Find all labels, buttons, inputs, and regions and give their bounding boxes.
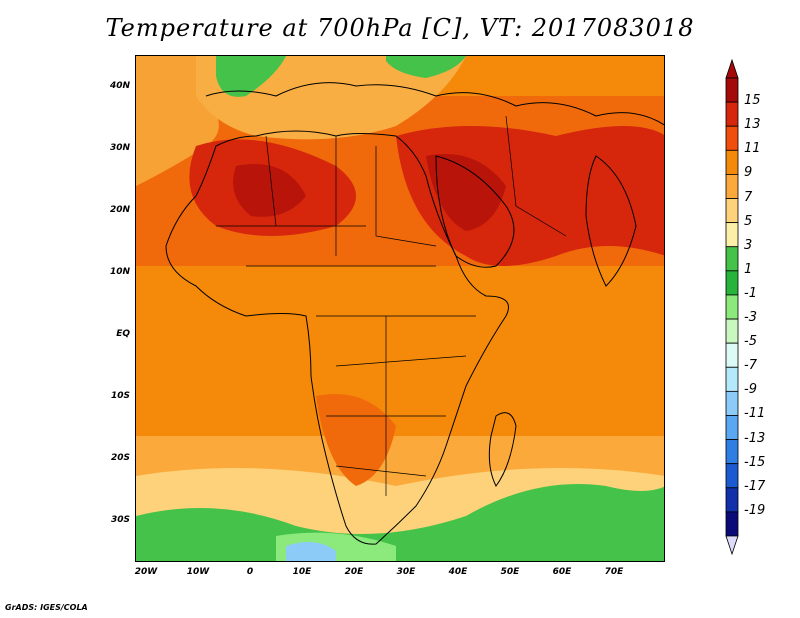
madagascar-coast xyxy=(488,412,517,487)
lon-label-0: 0 xyxy=(246,567,254,577)
colorbar-label: 15 xyxy=(744,93,761,109)
colorbar-label: -13 xyxy=(744,430,766,446)
colorbar-label: -11 xyxy=(744,406,766,422)
colorbar-box xyxy=(725,511,739,537)
country-borders xyxy=(216,115,567,496)
field-south-green xyxy=(136,484,664,561)
colorbar-box xyxy=(725,222,739,248)
colorbar-label: -19 xyxy=(744,502,766,518)
lon-label-70e: 70E xyxy=(604,567,624,577)
colorbar-box xyxy=(725,101,739,127)
colorbar-label: -15 xyxy=(744,454,766,470)
colorbar-label: 11 xyxy=(744,141,761,157)
colorbar-label: 1 xyxy=(744,261,753,277)
colorbar-label: 13 xyxy=(744,117,761,133)
colorbar-box xyxy=(725,270,739,296)
colorbar-boxes xyxy=(725,58,739,556)
border-line xyxy=(505,115,567,237)
lon-label-20w: 20W xyxy=(134,567,158,577)
lat-label-30s: 30S xyxy=(110,515,130,525)
colorbar-label: 9 xyxy=(744,165,753,181)
colorbar-label: 5 xyxy=(744,213,753,229)
field-south-blue xyxy=(286,542,336,561)
map-title: Temperature at 700hPa [C], VT: 201708301… xyxy=(105,14,695,42)
colorbar-bottom-arrow xyxy=(725,535,739,556)
lat-label-30n: 30N xyxy=(109,143,130,153)
field-southafrica-warm xyxy=(316,394,396,486)
colorbar-box xyxy=(725,439,739,465)
lat-label-10n: 10N xyxy=(109,267,130,277)
temperature-field xyxy=(136,56,664,561)
colorbar-label: -17 xyxy=(744,478,766,494)
field-europe-green xyxy=(216,56,286,97)
lat-label-40n: 40N xyxy=(109,81,130,91)
colorbar-label: 7 xyxy=(744,189,753,205)
colorbar-box xyxy=(725,198,739,224)
colorbar-label: -5 xyxy=(744,334,757,350)
lon-label-10w: 10W xyxy=(186,567,210,577)
temperature-map xyxy=(135,55,665,562)
colorbar-box xyxy=(725,390,739,416)
footer-credit: GrADS: IGES/COLA xyxy=(5,603,88,612)
lon-label-20e: 20E xyxy=(344,567,364,577)
lat-label-20s: 20S xyxy=(110,453,130,463)
colorbar-label: -3 xyxy=(744,310,757,326)
colorbar-top-arrow xyxy=(725,58,739,79)
colorbar-box xyxy=(725,318,739,344)
coastlines xyxy=(165,82,664,545)
lon-label-10e: 10E xyxy=(292,567,312,577)
lat-label-10s: 10S xyxy=(110,391,130,401)
lon-label-40e: 40E xyxy=(448,567,468,577)
colorbar-label: -9 xyxy=(744,382,757,398)
colorbar xyxy=(725,58,739,556)
colorbar-label: -7 xyxy=(744,358,757,374)
field-arabia-core xyxy=(426,154,506,231)
colorbar-box xyxy=(725,487,739,513)
europe-coast xyxy=(205,82,664,126)
lat-label-20n: 20N xyxy=(109,205,130,215)
colorbar-box xyxy=(725,246,739,272)
colorbar-label: 3 xyxy=(744,237,753,253)
colorbar-box xyxy=(725,342,739,368)
colorbar-box xyxy=(725,174,739,199)
africa-coast xyxy=(165,130,509,545)
colorbar-box xyxy=(725,463,739,489)
border-line xyxy=(335,355,467,367)
lat-label-eq: EQ xyxy=(116,329,130,339)
field-europe-green2 xyxy=(386,56,466,78)
colorbar-box xyxy=(725,415,739,440)
border-line xyxy=(335,465,427,477)
colorbar-box xyxy=(725,366,739,392)
colorbar-label: -1 xyxy=(744,285,757,301)
border-line xyxy=(375,146,437,247)
lon-label-60e: 60E xyxy=(552,567,572,577)
lon-label-50e: 50E xyxy=(500,567,520,577)
colorbar-box xyxy=(725,149,739,175)
colorbar-box xyxy=(725,294,739,320)
colorbar-box xyxy=(725,125,739,151)
colorbar-box xyxy=(725,77,739,103)
border-line xyxy=(265,135,277,227)
field-sahara-core xyxy=(233,164,306,217)
india-coast xyxy=(585,155,637,287)
arabia-coast xyxy=(435,155,515,268)
lon-label-30e: 30E xyxy=(396,567,416,577)
